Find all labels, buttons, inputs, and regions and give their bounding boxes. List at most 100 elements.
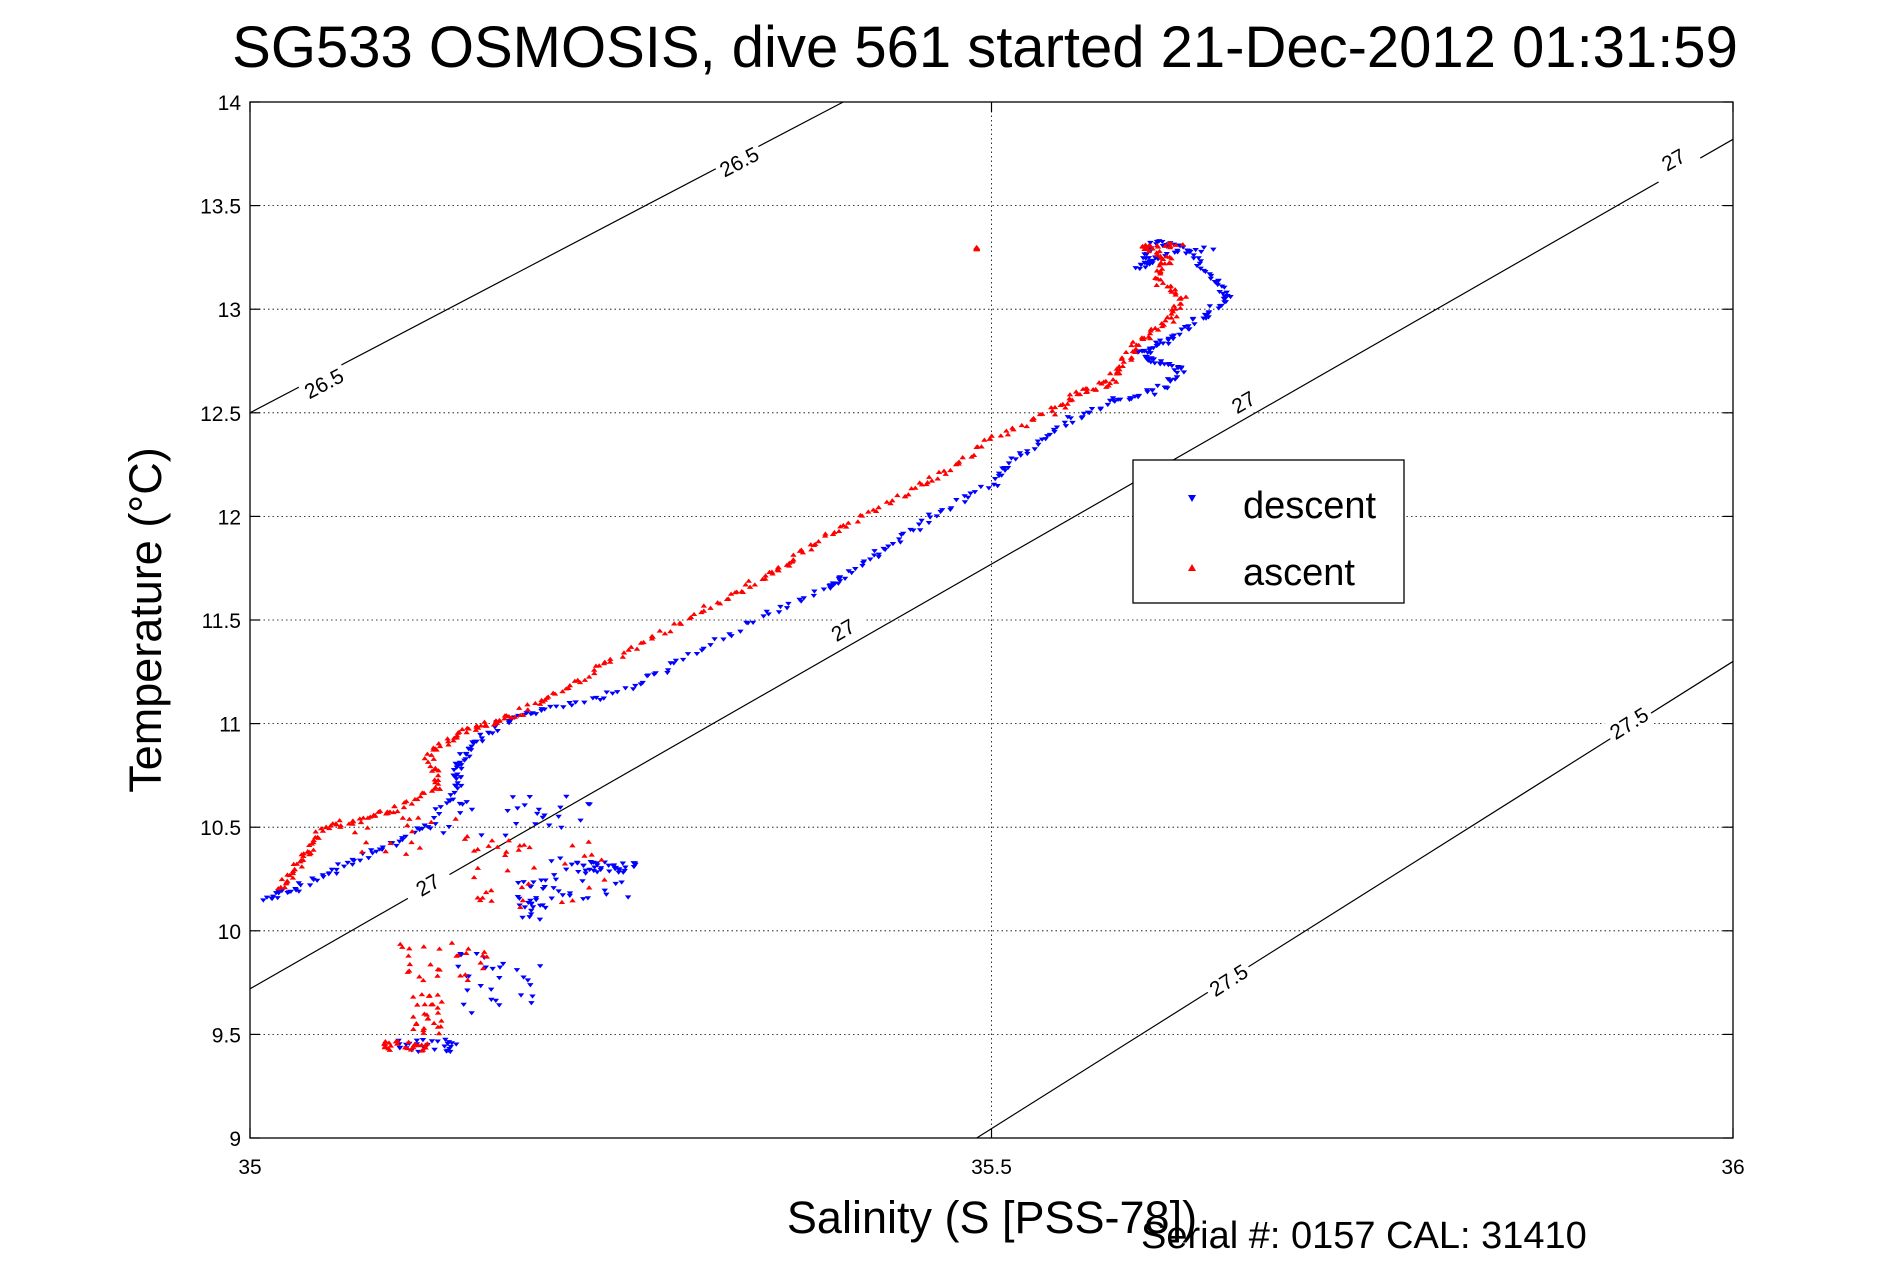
ascent-point: [840, 522, 847, 528]
ascent-point: [925, 474, 933, 479]
ascent-point: [428, 819, 435, 824]
descent-point: [1186, 327, 1193, 332]
descent-point: [622, 686, 629, 691]
ascent-point: [408, 829, 416, 834]
ascent-point: [905, 492, 912, 497]
descent-point: [532, 896, 540, 901]
ascent-point: [483, 723, 490, 728]
descent-point: [306, 883, 314, 888]
descent-point: [563, 867, 570, 872]
ascent-point: [727, 591, 735, 596]
ascent-point: [283, 879, 291, 884]
descent-point: [451, 790, 458, 796]
ascent-point: [857, 512, 864, 518]
ascent-point: [530, 865, 538, 870]
descent-point: [1062, 424, 1070, 429]
descent-point: [852, 567, 859, 572]
descent-point: [447, 793, 454, 798]
descent-point: [528, 902, 535, 907]
ascent-point: [1154, 327, 1162, 332]
descent-point: [365, 856, 372, 861]
descent-point: [458, 783, 465, 789]
descent-point: [455, 964, 462, 969]
ascent-point: [1173, 314, 1180, 319]
descent-point: [1203, 313, 1210, 319]
descent-point: [990, 482, 998, 487]
descent-point: [274, 896, 281, 901]
ascent-point: [524, 702, 531, 707]
descent-point: [468, 744, 475, 749]
descent-point: [532, 822, 539, 827]
ascent-point: [481, 719, 488, 724]
descent-point: [1053, 425, 1061, 430]
ascent-point: [454, 730, 461, 735]
x-axis-label: Salinity (S [PSS-78]): [787, 1192, 1197, 1243]
descent-point: [1149, 388, 1156, 393]
descent-point: [478, 736, 486, 741]
ascent-point: [1153, 282, 1160, 287]
ascent-point: [436, 743, 444, 749]
ascent-point: [371, 813, 379, 818]
descent-point: [1149, 261, 1156, 266]
ascent-point: [707, 605, 714, 610]
ascent-point: [563, 686, 570, 691]
ascent-point: [746, 584, 754, 589]
descent-point: [760, 614, 767, 619]
ascent-point: [399, 944, 406, 949]
ascent-point: [940, 468, 948, 473]
ascent-point: [465, 946, 472, 951]
ascent-point: [424, 1041, 431, 1046]
descent-point: [737, 629, 744, 634]
descent-point: [454, 786, 461, 791]
ascent-point: [434, 973, 441, 978]
descent-point: [1190, 256, 1197, 261]
ascent-point: [518, 884, 526, 890]
descent-point: [445, 825, 453, 830]
descent-point: [693, 651, 701, 657]
descent-point: [456, 811, 464, 816]
ascent-point: [619, 654, 627, 659]
ascent-point: [387, 840, 394, 845]
descent-point: [1031, 447, 1038, 452]
descent-point: [606, 869, 613, 874]
ascent-point: [402, 1045, 409, 1050]
descent-point: [487, 987, 495, 992]
ascent-point: [569, 843, 576, 848]
ascent-point: [581, 677, 589, 682]
ascent-point: [835, 528, 843, 534]
y-tick-label: 13: [218, 299, 241, 322]
ascent-point: [485, 843, 492, 848]
ascent-point: [1133, 342, 1140, 347]
descent-point: [462, 757, 469, 762]
ascent-point: [464, 977, 471, 982]
descent-point: [1205, 310, 1213, 315]
ascent-point: [1170, 319, 1177, 324]
descent-point: [867, 557, 874, 562]
ascent-point: [649, 634, 656, 639]
descent-point: [1153, 239, 1161, 245]
ascent-point: [1157, 268, 1164, 273]
descent-point: [1061, 420, 1069, 425]
ascent-point: [304, 849, 311, 854]
descent-point: [419, 826, 426, 832]
descent-point: [432, 807, 439, 812]
ascent-point: [970, 452, 978, 457]
descent-point: [462, 751, 470, 757]
ascent-point: [1172, 242, 1180, 247]
descent-point: [593, 870, 601, 875]
ascent-point: [470, 848, 478, 853]
ascent-point: [434, 772, 442, 778]
ascent-point: [483, 954, 491, 959]
descent-point: [1017, 453, 1024, 458]
ascent-point: [463, 950, 470, 956]
ascent-point: [576, 679, 584, 685]
ascent-point: [404, 823, 411, 828]
descent-point: [777, 604, 784, 610]
ascent-point: [725, 596, 732, 601]
descent-point: [1141, 349, 1148, 354]
descent-point: [775, 610, 783, 615]
ascent-point: [955, 459, 963, 464]
ascent-point: [474, 895, 481, 900]
ascent-point: [479, 895, 486, 900]
descent-point: [1206, 272, 1213, 277]
